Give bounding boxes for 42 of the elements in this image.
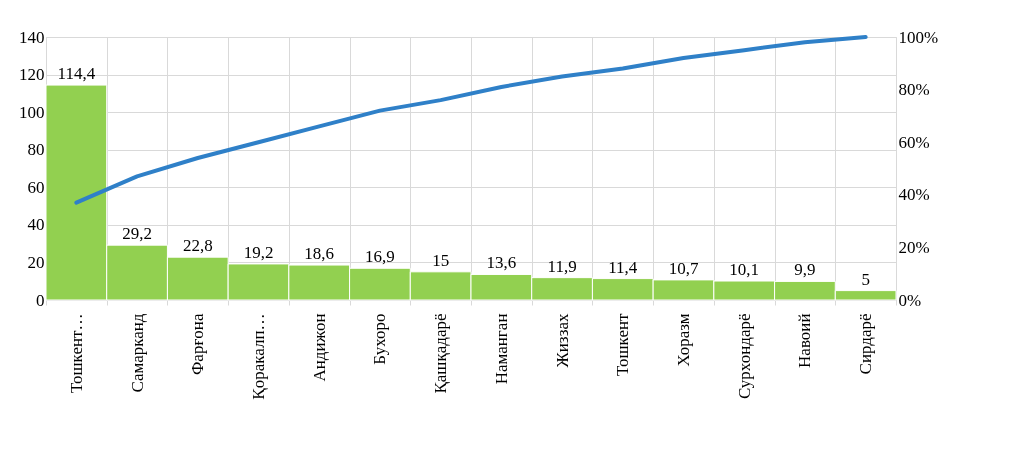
y-tick-label: 20 [27, 252, 45, 272]
data-label: 29,2 [122, 224, 152, 244]
y2-tick-label: 20% [898, 237, 930, 257]
y2-tick-label: 0% [898, 290, 922, 310]
x-tick-label: Тошкент… [66, 313, 86, 394]
data-label: 15 [432, 250, 450, 270]
y-tick-label: 100 [19, 102, 45, 122]
y-tick-label: 80 [27, 140, 45, 160]
x-tick-label: Хоразм [674, 313, 693, 367]
data-label: 11,9 [547, 256, 577, 276]
x-tick-label: Сурхондарё [734, 313, 754, 400]
data-label: 5 [861, 269, 870, 289]
x-tick-label: Тошкент [613, 312, 633, 377]
x-tick-label: Навоий [795, 313, 815, 368]
data-label: 10,7 [668, 258, 699, 278]
data-label: 10,1 [729, 260, 760, 280]
y-tick-label: 0 [36, 290, 45, 310]
x-tick-label: Андижон [309, 313, 329, 382]
x-tick-label: Жиззах [552, 313, 572, 368]
data-label: 13,6 [486, 253, 517, 273]
x-tick-label: Наманган [491, 313, 511, 385]
data-label: 11,4 [608, 257, 638, 277]
y-tick-label: 140 [19, 27, 45, 47]
data-label: 22,8 [182, 236, 213, 256]
y2-tick-label: 80% [898, 80, 930, 100]
y2-tick-label: 100% [898, 27, 939, 47]
y2-tick-label: 40% [898, 185, 930, 205]
data-label: 19,2 [243, 242, 274, 262]
data-label: 16,9 [365, 247, 395, 267]
x-tick-label: Қоракалп… [249, 313, 268, 400]
data-label: 9,9 [794, 260, 816, 280]
x-tick-label: Фарғона [188, 313, 208, 376]
x-tick-label: Сирдарё [856, 313, 876, 375]
y-tick-label: 40 [27, 215, 45, 235]
x-tick-label: Бухоро [370, 313, 390, 365]
x-tick-label: Қашқадарё [431, 313, 451, 394]
y2-tick-label: 60% [898, 132, 930, 152]
y-tick-label: 60 [27, 177, 45, 197]
x-tick-label: Самарканд [127, 313, 147, 393]
y-tick-label: 120 [19, 65, 45, 85]
data-label: 18,6 [304, 244, 335, 264]
data-label: 114,4 [57, 64, 96, 84]
